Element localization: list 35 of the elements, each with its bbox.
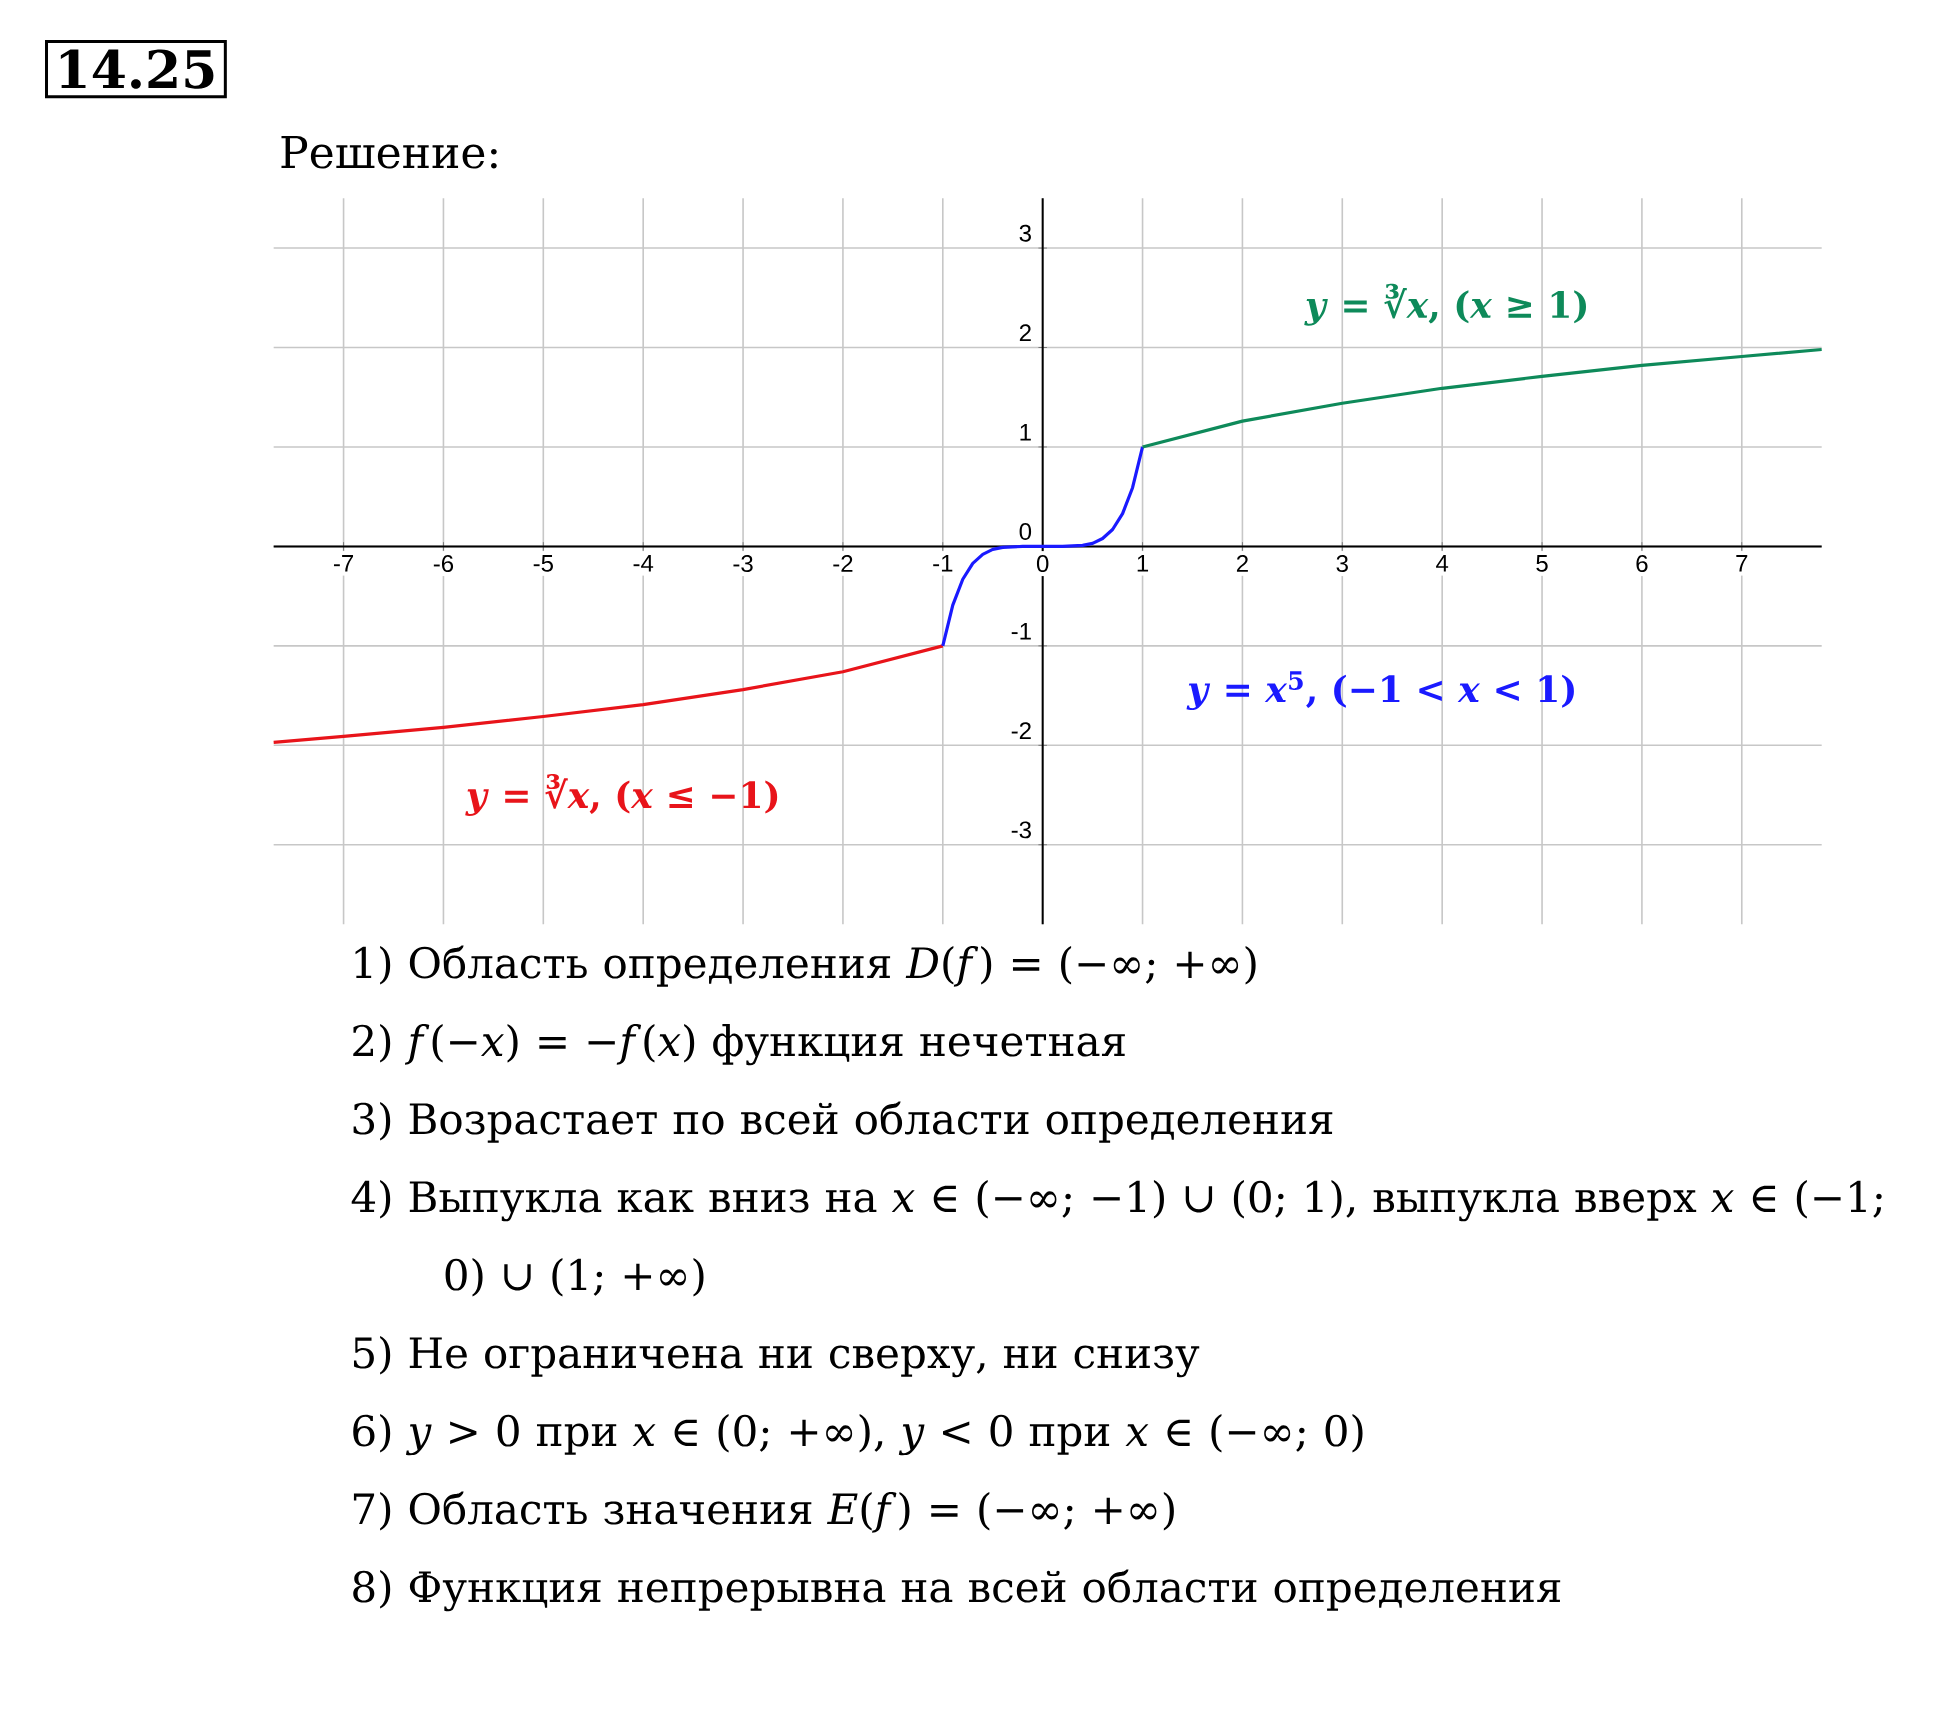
text: 1) Область определения D(f) = (−∞; +∞): [355, 945, 1256, 987]
x-tick-label: 0: [1036, 555, 1049, 573]
text: 5) Не ограничена ни сверху, ни снизу: [353, 1336, 1200, 1378]
x-tick-label: 5: [1536, 555, 1548, 572]
x-tick-label: -7: [333, 555, 354, 572]
text: 8) Функция непрерывна на всей области определения: [353, 1569, 1561, 1612]
text: 2) f(−x) = −f(x) функция нечетная: [353, 1024, 1125, 1066]
text: 4) Выпукла как вниз на x ∈ (−∞; −1) ∪ (0; 1), выпукла вверх x ∈ (−1; 0) ∪ (1; +∞): [351, 1180, 1882, 1297]
text: 3) Возрастает по всей области определения: [353, 1101, 1333, 1143]
x-tick-label: -5: [533, 555, 553, 572]
y-tick-label: 0: [1019, 523, 1032, 540]
chart-title: 14.25: [60, 49, 214, 89]
y-tick-label: 1: [1020, 424, 1031, 441]
x-tick-label: -4: [633, 555, 654, 572]
x-tick-label: -6: [433, 555, 454, 573]
x-tick-label: 6: [1636, 555, 1648, 573]
y-tick-label: 3: [1019, 224, 1031, 242]
chart-subtitle: Решение:: [281, 135, 497, 169]
x-tick-label: -1: [933, 555, 953, 572]
series-label: y = ∛x, (x ≤ −1): [465, 774, 778, 816]
y-tick-label: 2: [1019, 324, 1031, 342]
x-tick-label: -2: [833, 555, 853, 572]
text: 6) y > 0 при x ∈ (0; +∞), y < 0 при x ∈ (−∞; 0): [353, 1414, 1363, 1456]
series-label: y = ∛x, (x ≥ 1): [1304, 283, 1587, 326]
y-tick-label: -3: [1011, 821, 1031, 839]
text: y = x$^{5}$, (−1 < x < 1): [1186, 671, 1574, 711]
x-tick-label: -3: [733, 555, 753, 573]
x-tick-label: 1: [1137, 555, 1149, 572]
x-tick-label: 4: [1436, 555, 1449, 572]
x-tick-label: 3: [1336, 555, 1348, 573]
y-tick-label: -1: [1011, 622, 1031, 640]
y-tick-label: -2: [1011, 722, 1031, 739]
text: 7) Область значения E(f) = (−∞; +∞): [353, 1491, 1174, 1533]
x-tick-label: 7: [1736, 555, 1748, 572]
x-tick-label: 2: [1236, 555, 1248, 572]
